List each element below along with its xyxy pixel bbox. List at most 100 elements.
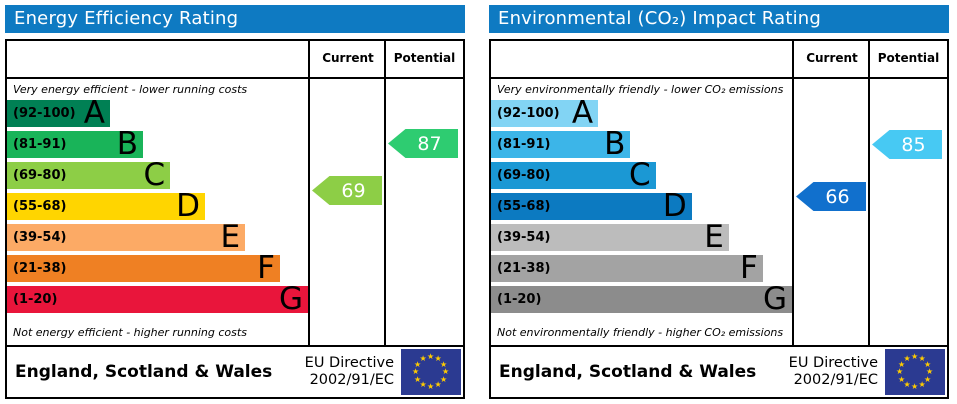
chart-table: Current Potential Very environmentally f… (489, 39, 949, 399)
column-divider (308, 41, 310, 345)
star-icon: ★ (439, 359, 448, 369)
star-icon: ★ (896, 367, 904, 376)
band-letter: F (739, 250, 758, 286)
energy-efficiency-chart: Energy Efficiency Rating Current Potenti… (5, 5, 465, 399)
eu-flag-icon: ★ ★ ★ ★ ★ ★ ★ ★ ★ ★ ★ ★ (885, 349, 945, 395)
star-icon: ★ (923, 359, 932, 369)
eu-directive-line1: EU Directive (304, 354, 394, 371)
star-icon: ★ (434, 379, 442, 389)
region-label: England, Scotland & Wales (499, 362, 757, 382)
chart-table: Current Potential Very energy efficient … (5, 39, 465, 399)
star-icon: ★ (427, 352, 435, 361)
star-icon: ★ (414, 374, 422, 384)
potential-rating-arrow: 85 (872, 130, 942, 159)
star-icon: ★ (419, 379, 427, 389)
star-icon: ★ (911, 382, 919, 391)
column-header-potential: Potential (877, 51, 940, 65)
band-letter: B (604, 126, 626, 162)
header-underline (7, 77, 463, 79)
chart-title: Environmental (CO₂) Impact Rating (489, 5, 949, 33)
environmental-impact-chart: Environmental (CO₂) Impact Rating Curren… (489, 5, 949, 399)
band-range-label: (92-100) (13, 106, 76, 121)
band-range-label: (92-100) (497, 106, 560, 121)
band-row-g: (1-20) G (7, 284, 308, 315)
band-range-label: (39-54) (497, 230, 551, 245)
band-range-label: (39-54) (13, 230, 67, 245)
band-range-label: (55-68) (13, 199, 67, 214)
band-row-d: (55-68) D (7, 188, 206, 224)
star-icon: ★ (427, 382, 435, 391)
band-letter: D (662, 188, 687, 224)
band-letter: B (116, 126, 139, 162)
band-row-c: (69-80) C (7, 157, 171, 193)
star-icon: ★ (911, 352, 919, 361)
band-letter: E (220, 219, 241, 255)
band-row-e: (39-54) E (491, 219, 729, 255)
band-row-f: (21-38) F (491, 250, 763, 286)
footer-divider (491, 345, 947, 347)
band-row-d: (55-68) D (491, 188, 692, 224)
band-letter: A (83, 95, 105, 131)
star-icon: ★ (434, 354, 442, 363)
rating-bands: (92-100) A (81-91) B (69-80) C (55-68) D… (491, 98, 792, 317)
band-row-e: (39-54) E (7, 219, 246, 255)
band-row-c: (69-80) C (491, 157, 656, 193)
eu-directive-line2: 2002/91/EC (793, 372, 878, 388)
potential-rating-arrow: 87 (388, 129, 458, 158)
band-range-label: (81-91) (13, 137, 67, 152)
band-letter: C (143, 157, 166, 193)
bottom-note: Not energy efficient - higher running co… (13, 326, 247, 339)
star-icon: ★ (442, 367, 450, 376)
region-label: England, Scotland & Wales (15, 362, 273, 382)
band-letter: C (628, 157, 651, 193)
eu-directive-line1: EU Directive (788, 354, 878, 371)
chart-title: Energy Efficiency Rating (5, 5, 465, 33)
band-range-label: (21-38) (497, 261, 551, 276)
band-row-b: (81-91) B (491, 126, 631, 162)
star-icon: ★ (419, 354, 427, 363)
eu-directive-line2: 2002/91/EC (309, 372, 394, 388)
band-letter: G (762, 281, 787, 317)
band-range-label: (21-38) (13, 261, 67, 276)
star-icon: ★ (923, 374, 932, 384)
chart-footer: England, Scotland & Wales EU Directive 20… (491, 347, 947, 397)
column-header-potential: Potential (393, 51, 456, 65)
column-divider (792, 41, 794, 345)
column-divider (868, 41, 870, 345)
current-rating-arrow: 66 (796, 182, 866, 211)
header-underline (491, 77, 947, 79)
column-divider (384, 41, 386, 345)
band-range-label: (81-91) (497, 137, 551, 152)
band-letter: E (704, 219, 724, 255)
band-row-b: (81-91) B (7, 126, 144, 162)
band-range-label: (69-80) (13, 168, 67, 183)
band-range-label: (55-68) (497, 199, 551, 214)
eu-flag-icon: ★ ★ ★ ★ ★ ★ ★ ★ ★ ★ ★ ★ (401, 349, 461, 395)
band-range-label: (1-20) (497, 292, 542, 307)
star-icon: ★ (926, 367, 934, 376)
current-rating-arrow: 69 (312, 176, 382, 205)
top-note: Very environmentally friendly - lower CO… (497, 83, 784, 96)
band-row-a: (92-100) A (491, 98, 599, 129)
chart-footer: England, Scotland & Wales EU Directive 20… (7, 347, 463, 397)
rating-bands: (92-100) A (81-91) B (69-80) C (55-68) D… (7, 95, 308, 317)
bottom-note: Not environmentally friendly - higher CO… (497, 326, 784, 339)
star-icon: ★ (898, 374, 906, 384)
band-row-g: (1-20) G (491, 281, 792, 317)
star-icon: ★ (414, 359, 422, 369)
footer-divider (7, 345, 463, 347)
top-note: Very energy efficient - lower running co… (13, 83, 248, 96)
band-letter: D (176, 188, 201, 224)
star-icon: ★ (412, 367, 420, 376)
band-row-f: (21-38) F (7, 250, 280, 286)
star-icon: ★ (903, 379, 911, 389)
eu-directive-label: EU Directive 2002/91/EC (789, 355, 885, 390)
star-icon: ★ (439, 374, 448, 384)
band-range-label: (69-80) (497, 168, 551, 183)
star-icon: ★ (918, 354, 926, 363)
star-icon: ★ (903, 354, 911, 363)
eu-directive-label: EU Directive 2002/91/EC (305, 355, 401, 390)
band-letter: F (257, 250, 275, 286)
star-icon: ★ (898, 359, 906, 369)
star-icon: ★ (918, 379, 926, 389)
